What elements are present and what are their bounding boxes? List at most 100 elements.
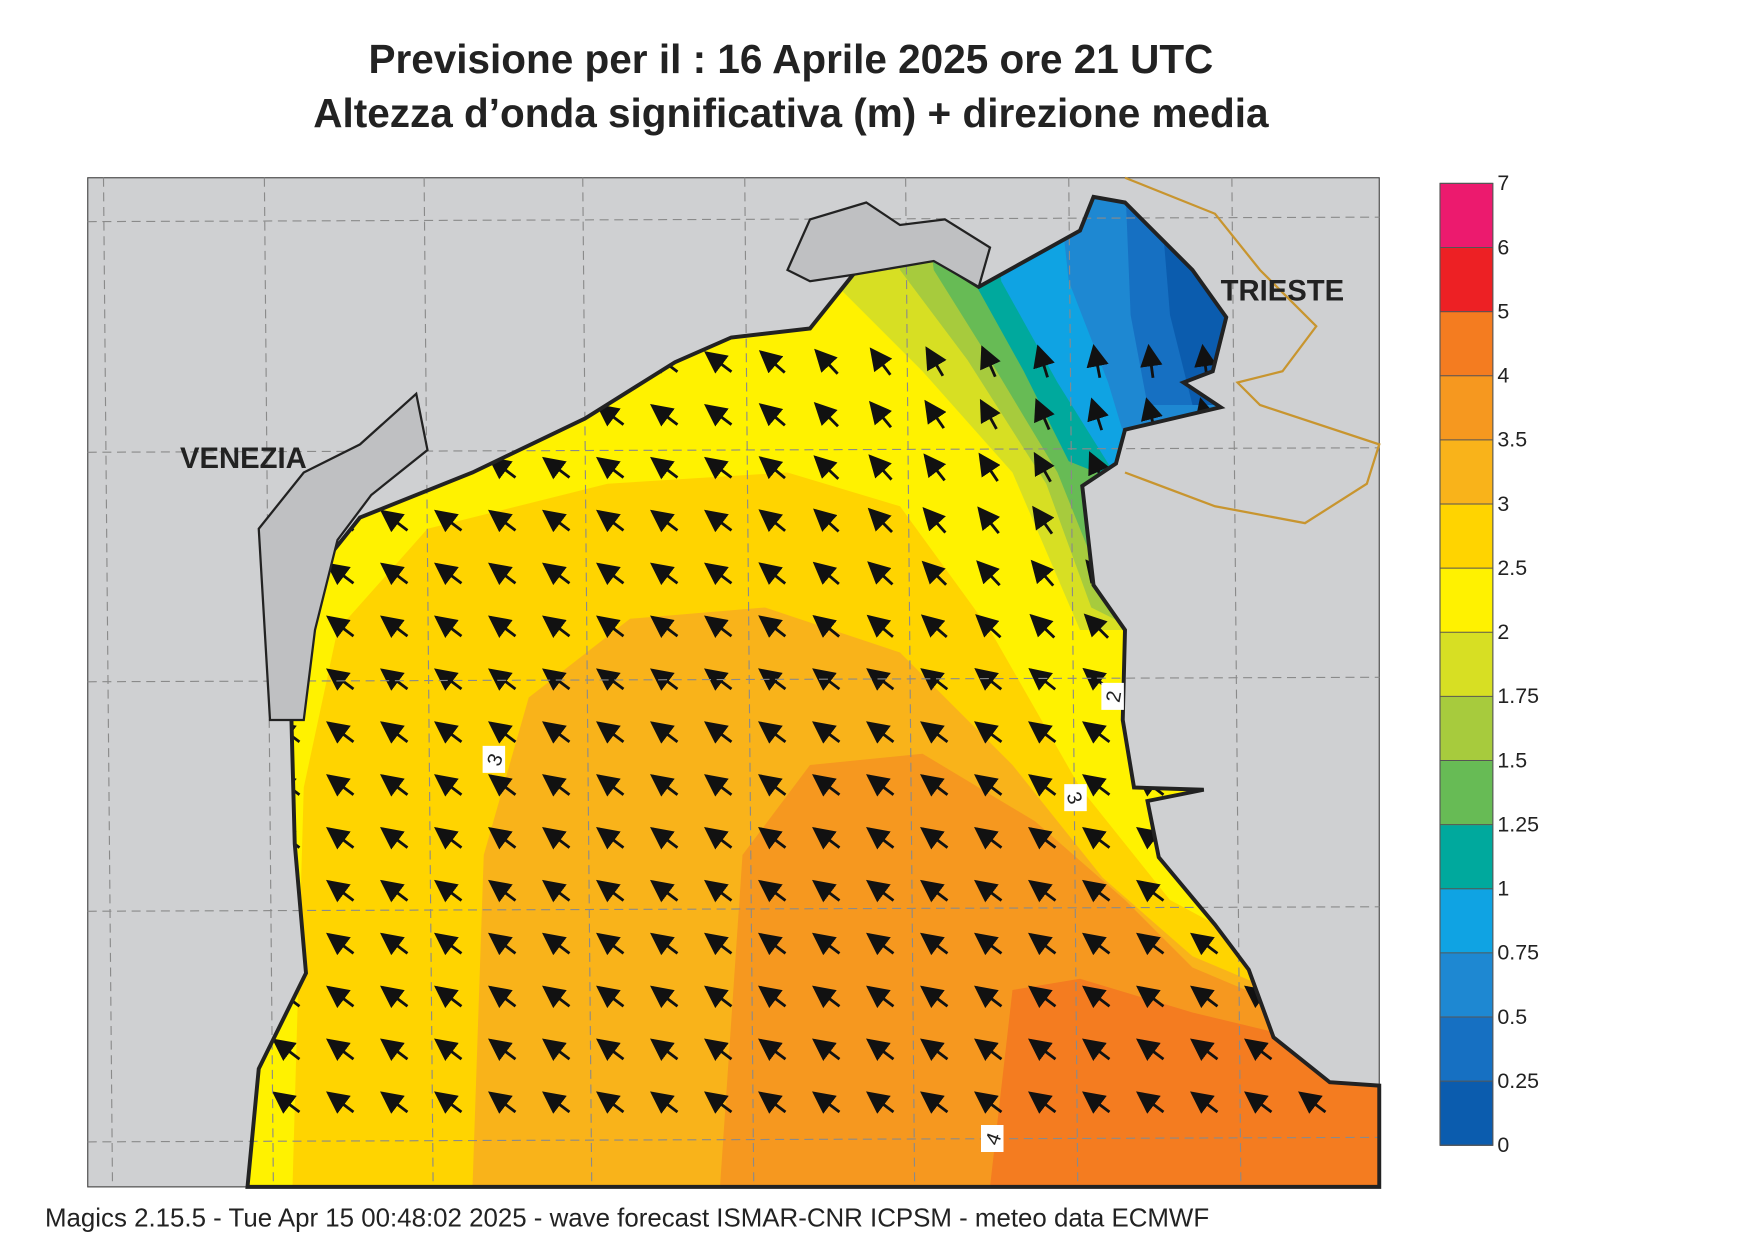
direction-arrow	[1029, 613, 1056, 639]
direction-arrow	[869, 347, 893, 376]
grid-line	[905, 177, 916, 1187]
direction-arrow	[434, 826, 463, 850]
direction-arrow	[326, 615, 355, 638]
direction-arrow	[977, 506, 1001, 535]
direction-arrow	[866, 614, 894, 638]
grid-line	[87, 447, 1380, 453]
direction-arrow	[488, 562, 517, 586]
colorbar-bin	[1440, 760, 1493, 826]
direction-arrow	[434, 932, 463, 956]
direction-arrow	[920, 985, 949, 1009]
direction-arrow	[542, 615, 571, 638]
direction-arrow	[758, 932, 787, 956]
direction-arrow	[812, 932, 841, 956]
direction-arrow	[1028, 721, 1057, 744]
direction-arrow	[542, 879, 571, 903]
direction-arrow	[650, 985, 679, 1009]
colorbar-label: 0.75	[1497, 941, 1539, 965]
direction-arrow	[1082, 721, 1111, 744]
direction-arrow	[974, 932, 1003, 956]
colorbar-label: 3.5	[1497, 428, 1527, 452]
direction-arrow	[326, 774, 355, 797]
direction-arrow	[1028, 774, 1057, 797]
direction-arrow	[650, 1038, 679, 1061]
direction-arrow	[434, 774, 463, 797]
direction-arrow	[974, 774, 1003, 797]
direction-arrow	[542, 562, 571, 586]
direction-arrow	[488, 1038, 517, 1061]
direction-arrow	[542, 509, 571, 533]
colorbar-bin	[1440, 632, 1493, 697]
direction-arrow	[1190, 1038, 1219, 1061]
direction-arrow	[380, 985, 409, 1009]
direction-arrow	[814, 348, 839, 375]
border	[1124, 176, 1381, 525]
direction-arrow	[1028, 1091, 1057, 1114]
direction-arrow	[596, 774, 625, 797]
colorbar-label: 2.5	[1497, 556, 1527, 580]
direction-arrow	[866, 879, 895, 903]
direction-arrow	[380, 562, 409, 586]
direction-arrow	[812, 774, 841, 797]
direction-arrow	[596, 879, 625, 903]
direction-arrow	[920, 879, 949, 903]
direction-arrow	[488, 932, 517, 956]
contour-label-bg	[1064, 784, 1087, 812]
direction-arrow	[758, 826, 787, 850]
direction-arrow	[758, 1038, 787, 1061]
subtitle: Altezza d’onda significativa (m) + direz…	[313, 90, 1269, 136]
direction-arrow	[380, 721, 409, 744]
direction-arrow	[1087, 397, 1109, 431]
direction-arrow	[812, 614, 841, 638]
colorbar-bin	[1440, 247, 1493, 313]
colorbar-bin	[1440, 439, 1493, 505]
direction-arrow	[488, 668, 517, 691]
direction-arrow	[326, 879, 355, 903]
colorbar-label: 2	[1497, 620, 1509, 644]
direction-arrow	[978, 452, 1001, 482]
direction-arrow	[596, 985, 625, 1009]
direction-arrow	[974, 879, 1003, 903]
direction-arrow	[650, 403, 679, 427]
colorbar-label: 0.5	[1497, 1005, 1527, 1029]
direction-arrow	[704, 932, 733, 956]
direction-arrow	[1028, 667, 1057, 691]
direction-arrow	[1190, 932, 1219, 956]
direction-arrow	[650, 879, 679, 903]
contour-label-bg	[981, 1125, 1004, 1152]
direction-arrow	[1082, 879, 1111, 903]
direction-arrow	[326, 826, 355, 850]
direction-arrow	[434, 615, 463, 638]
lagoon	[257, 391, 429, 722]
direction-arrow	[866, 932, 895, 956]
direction-arrow	[380, 1038, 409, 1061]
direction-arrow	[596, 932, 625, 956]
direction-arrow	[924, 399, 947, 429]
colorbar-bin	[1440, 888, 1493, 954]
direction-arrow	[920, 1091, 949, 1114]
direction-arrow	[758, 615, 787, 638]
colorbar-bin	[1440, 568, 1493, 633]
direction-arrow	[542, 456, 571, 480]
direction-arrow	[1030, 559, 1055, 587]
direction-arrow	[974, 1091, 1003, 1114]
direction-arrow	[272, 1038, 301, 1061]
direction-arrow	[542, 932, 571, 956]
direction-arrow	[704, 774, 733, 797]
direction-arrow	[869, 400, 893, 429]
direction-arrow	[980, 345, 1001, 378]
colorbar-bin	[1440, 375, 1493, 441]
direction-arrow	[975, 614, 1002, 639]
direction-arrow	[326, 1091, 355, 1114]
direction-arrow	[488, 985, 517, 1009]
direction-arrow	[1082, 1038, 1111, 1061]
graticule	[87, 177, 1380, 1187]
direction-arrow	[1136, 879, 1165, 903]
grid-line	[744, 177, 755, 1187]
direction-arrow	[867, 507, 894, 533]
colorbar-label: 4	[1497, 364, 1509, 388]
direction-arrow	[920, 721, 949, 744]
direction-arrow	[1028, 826, 1057, 850]
direction-arrow	[922, 507, 947, 534]
contour-label-bg	[1101, 682, 1124, 710]
